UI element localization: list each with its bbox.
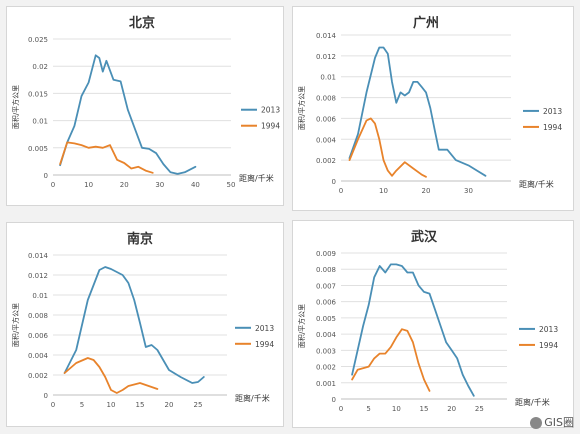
x-tick-label: 5 [80, 401, 84, 409]
x-tick-label: 10 [379, 187, 388, 195]
series-line-1994 [351, 328, 431, 392]
y-tick-label: 0.006 [316, 115, 337, 123]
chart-svg-guangzhou: 广州 0 0.002 0.004 0.006 0.008 0.01 0.012 0.014 0 10… [297, 15, 562, 195]
x-axis-label: 距离/千米 [519, 179, 554, 189]
series-line-2013 [59, 54, 197, 175]
x-tick-label: 5 [366, 405, 370, 413]
y-axis-label: 面积/平方公里 [297, 86, 306, 130]
chart-title: 南京 [127, 231, 153, 247]
x-axis-label: 距离/千米 [235, 393, 270, 403]
series-line-2013 [348, 46, 487, 177]
y-tick-label: 0.004 [28, 352, 49, 360]
x-tick-label: 20 [165, 401, 174, 409]
y-tick-label: 0.008 [316, 95, 336, 103]
series-line-1994 [63, 357, 159, 394]
y-axis-label: 面积/平方公里 [11, 303, 20, 347]
x-tick-label: 10 [107, 401, 116, 409]
chart-panel-guangzhou: 广州 0 0.002 0.004 0.006 0.008 0.01 0.012 0.014 0 10… [292, 6, 574, 211]
y-tick-label: 0.002 [316, 157, 336, 165]
y-tick-label: 0.01 [32, 118, 48, 126]
x-tick-label: 15 [420, 405, 429, 413]
x-tick-label: 10 [84, 181, 93, 189]
legend-label-2013: 2013 [261, 106, 280, 115]
y-tick-label: 0.004 [316, 331, 337, 339]
chart-panel-beijing: 北京 0 0.005 0.01 0.015 0.02 0.025 0 10 20 30 40 50 距离/… [6, 6, 284, 206]
x-tick-label: 0 [339, 187, 343, 195]
y-tick-label: 0.01 [320, 74, 336, 82]
y-tick-label: 0.006 [28, 332, 49, 340]
legend-label-2013: 2013 [543, 107, 562, 116]
x-tick-label: 15 [136, 401, 145, 409]
x-tick-label: 25 [475, 405, 484, 413]
legend-label-2013: 2013 [255, 324, 274, 333]
x-tick-label: 40 [191, 181, 200, 189]
x-tick-label: 20 [447, 405, 456, 413]
series-line-1994 [59, 141, 154, 174]
x-tick-label: 0 [51, 181, 55, 189]
series-line-2013 [351, 263, 475, 397]
x-tick-label: 0 [51, 401, 55, 409]
legend-label-1994: 1994 [543, 123, 562, 132]
y-tick-label: 0.025 [28, 36, 48, 44]
x-tick-label: 10 [392, 405, 401, 413]
chart-svg-beijing: 北京 0 0.005 0.01 0.015 0.02 0.025 0 10 20 30 40 50距离/… [11, 15, 280, 189]
watermark-logo-icon [530, 417, 543, 429]
y-tick-label: 0.015 [28, 90, 48, 98]
x-axis-label: 距离/千米 [515, 397, 550, 407]
y-tick-label: 0.008 [28, 312, 48, 320]
y-tick-label: 0.012 [28, 272, 48, 280]
y-tick-label: 0.001 [316, 380, 336, 388]
y-tick-label: 0.002 [316, 364, 336, 372]
y-tick-label: 0.009 [316, 250, 336, 258]
watermark-text: GIS圈 [544, 416, 574, 429]
y-tick-label: 0 [332, 178, 336, 186]
y-tick-label: 0.005 [316, 315, 336, 323]
chart-panel-nanjing: 南京 0 0.002 0.004 0.006 0.008 0.01 0.012 0.014 0 5 1… [6, 222, 284, 427]
x-tick-label: 25 [194, 401, 203, 409]
y-tick-label: 0.007 [316, 282, 336, 290]
y-tick-label: 0.012 [316, 53, 336, 61]
watermark: GIS圈 [530, 414, 574, 430]
y-tick-label: 0.003 [316, 347, 336, 355]
legend-label-1994: 1994 [261, 122, 280, 131]
series-line-2013 [63, 266, 205, 384]
y-tick-label: 0.02 [32, 63, 48, 71]
chart-svg-nanjing: 南京 0 0.002 0.004 0.006 0.008 0.01 0.012 0.014 0 5 1… [11, 231, 274, 409]
chart-title: 广州 [413, 15, 439, 31]
x-tick-label: 30 [464, 187, 473, 195]
x-tick-label: 50 [227, 181, 236, 189]
chart-panel-wuhan: 武汉 0 0.001 0.002 0.003 0.004 0.005 0.006 0.007 0.… [292, 220, 574, 428]
x-tick-label: 20 [422, 187, 431, 195]
chart-title: 北京 [129, 15, 155, 31]
chart-svg-wuhan: 武汉 0 0.001 0.002 0.003 0.004 0.005 0.006 0.007 0.… [297, 229, 558, 413]
y-tick-label: 0.014 [28, 252, 49, 260]
legend-label-1994: 1994 [539, 341, 558, 350]
x-tick-label: 30 [155, 181, 164, 189]
series-line-1994 [348, 117, 427, 178]
x-tick-label: 20 [120, 181, 129, 189]
y-tick-label: 0 [44, 392, 48, 400]
y-tick-label: 0.01 [32, 292, 48, 300]
y-tick-label: 0.004 [316, 136, 337, 144]
x-tick-label: 0 [339, 405, 343, 413]
y-axis-label: 面积/平方公里 [11, 85, 20, 129]
legend-label-2013: 2013 [539, 325, 558, 334]
legend-label-1994: 1994 [255, 340, 274, 349]
y-tick-label: 0 [44, 172, 48, 180]
y-tick-label: 0.005 [28, 145, 48, 153]
y-tick-label: 0.008 [316, 266, 336, 274]
chart-title: 武汉 [411, 229, 438, 245]
y-axis-label: 面积/平方公里 [297, 304, 306, 348]
x-axis-label: 距离/千米 [239, 173, 274, 183]
y-tick-label: 0.014 [316, 32, 337, 40]
y-tick-label: 0.006 [316, 299, 337, 307]
y-tick-label: 0.002 [28, 372, 48, 380]
y-tick-label: 0 [332, 396, 336, 404]
